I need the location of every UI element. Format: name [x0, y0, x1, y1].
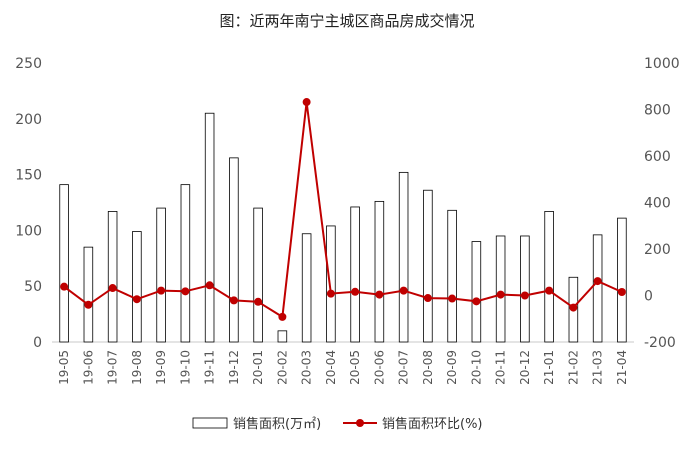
x-tick-label: 20-02	[275, 350, 289, 385]
bar	[423, 189, 433, 343]
x-tick-label: 21-04	[615, 350, 629, 385]
bar	[132, 231, 142, 343]
bar	[180, 184, 191, 343]
right-tick-label: 600	[644, 149, 671, 165]
right-axis: -200 0 200 400 600 800 1000	[644, 56, 680, 351]
bar	[544, 211, 554, 343]
bar	[229, 157, 239, 343]
left-tick-label: 100	[15, 223, 42, 239]
x-tick-label: 21-03	[591, 350, 605, 385]
left-tick-label: 200	[15, 112, 42, 128]
bar	[277, 330, 288, 343]
bar	[447, 209, 457, 343]
bar	[83, 246, 94, 343]
left-tick-label: 0	[33, 335, 42, 351]
x-tick-label: 19-11	[203, 350, 217, 385]
x-tick-label: 20-01	[251, 350, 265, 385]
legend-bar-swatch	[192, 417, 228, 429]
line-point	[423, 294, 432, 303]
right-tick-label: -200	[644, 335, 676, 351]
x-tick-label: 19-10	[178, 350, 192, 385]
line-point	[302, 98, 311, 107]
line-point	[399, 286, 408, 295]
line-point	[254, 297, 263, 306]
line-point	[472, 297, 481, 306]
right-tick-label: 400	[644, 196, 671, 212]
line-point	[375, 290, 384, 299]
line-point	[84, 300, 93, 309]
x-tick-label: 20-11	[494, 350, 508, 385]
x-tick-label: 20-10	[469, 350, 483, 385]
line-point	[181, 287, 190, 296]
left-tick-label: 50	[24, 279, 42, 295]
line-point	[448, 294, 457, 303]
line-point	[617, 288, 626, 297]
line-point	[278, 312, 287, 321]
line-point	[132, 295, 141, 304]
bar	[204, 112, 215, 343]
line-point	[229, 296, 238, 305]
line-point	[569, 303, 578, 312]
bar	[350, 206, 360, 343]
line-point	[205, 281, 214, 290]
right-tick-label: 800	[644, 103, 671, 119]
x-tick-label: 21-02	[566, 350, 580, 385]
right-tick-label: 0	[644, 289, 653, 305]
x-tick-label: 20-05	[348, 350, 362, 385]
bar	[398, 171, 409, 343]
legend: 销售面积(万㎡) 销售面积环比(%)	[192, 416, 483, 432]
right-tick-label: 200	[644, 242, 671, 258]
bar	[326, 225, 336, 343]
legend-line-label: 销售面积环比(%)	[382, 416, 483, 432]
bar	[520, 235, 530, 343]
bar	[592, 234, 603, 343]
x-tick-label: 19-06	[81, 350, 95, 385]
right-tick-label: 1000	[644, 56, 680, 72]
bar	[301, 233, 312, 343]
line-point	[496, 290, 505, 299]
x-tick-label: 20-06	[372, 350, 386, 385]
left-axis: 0 50 100 150 200 250	[15, 56, 42, 351]
x-tick-label: 19-05	[57, 350, 71, 385]
line-point	[351, 287, 360, 296]
x-tick-label: 20-03	[300, 350, 314, 385]
bar	[253, 207, 263, 343]
line-point	[157, 286, 166, 295]
x-tick-label: 19-12	[227, 350, 241, 385]
line-path	[63, 101, 623, 319]
bar	[495, 235, 506, 343]
bar	[107, 211, 118, 343]
bar	[59, 184, 69, 343]
x-tick-label: 19-09	[154, 350, 168, 385]
line-point	[520, 291, 529, 300]
bar	[374, 200, 385, 343]
legend-bar-label: 销售面积(万㎡)	[233, 416, 321, 432]
x-tick-label: 20-04	[324, 350, 338, 385]
x-tick-label: 19-08	[130, 350, 144, 385]
bar	[471, 241, 482, 343]
x-tick-label: 20-12	[518, 350, 532, 385]
x-tick-label: 20-08	[421, 350, 435, 385]
line-point	[326, 289, 335, 298]
x-tick-label: 20-07	[397, 350, 411, 385]
chart-title: 图：近两年南宁主城区商品房成交情况	[219, 12, 474, 30]
line-point	[60, 282, 69, 291]
x-tick-labels: 19-05 19-06 19-07 19-08 19-09 19-10 19-11 19-12…	[57, 350, 629, 385]
bar	[156, 207, 166, 343]
bar	[617, 217, 627, 343]
x-tick-label: 19-07	[106, 350, 120, 385]
x-tick-label: 21-01	[542, 350, 556, 385]
x-tick-label: 20-09	[445, 350, 459, 385]
line-series	[60, 98, 626, 321]
bar-series	[59, 112, 627, 343]
line-point	[593, 277, 602, 286]
left-tick-label: 150	[15, 168, 42, 184]
legend-line-marker	[356, 419, 364, 427]
line-point	[545, 286, 554, 295]
line-point	[108, 284, 117, 293]
left-tick-label: 250	[15, 56, 42, 72]
